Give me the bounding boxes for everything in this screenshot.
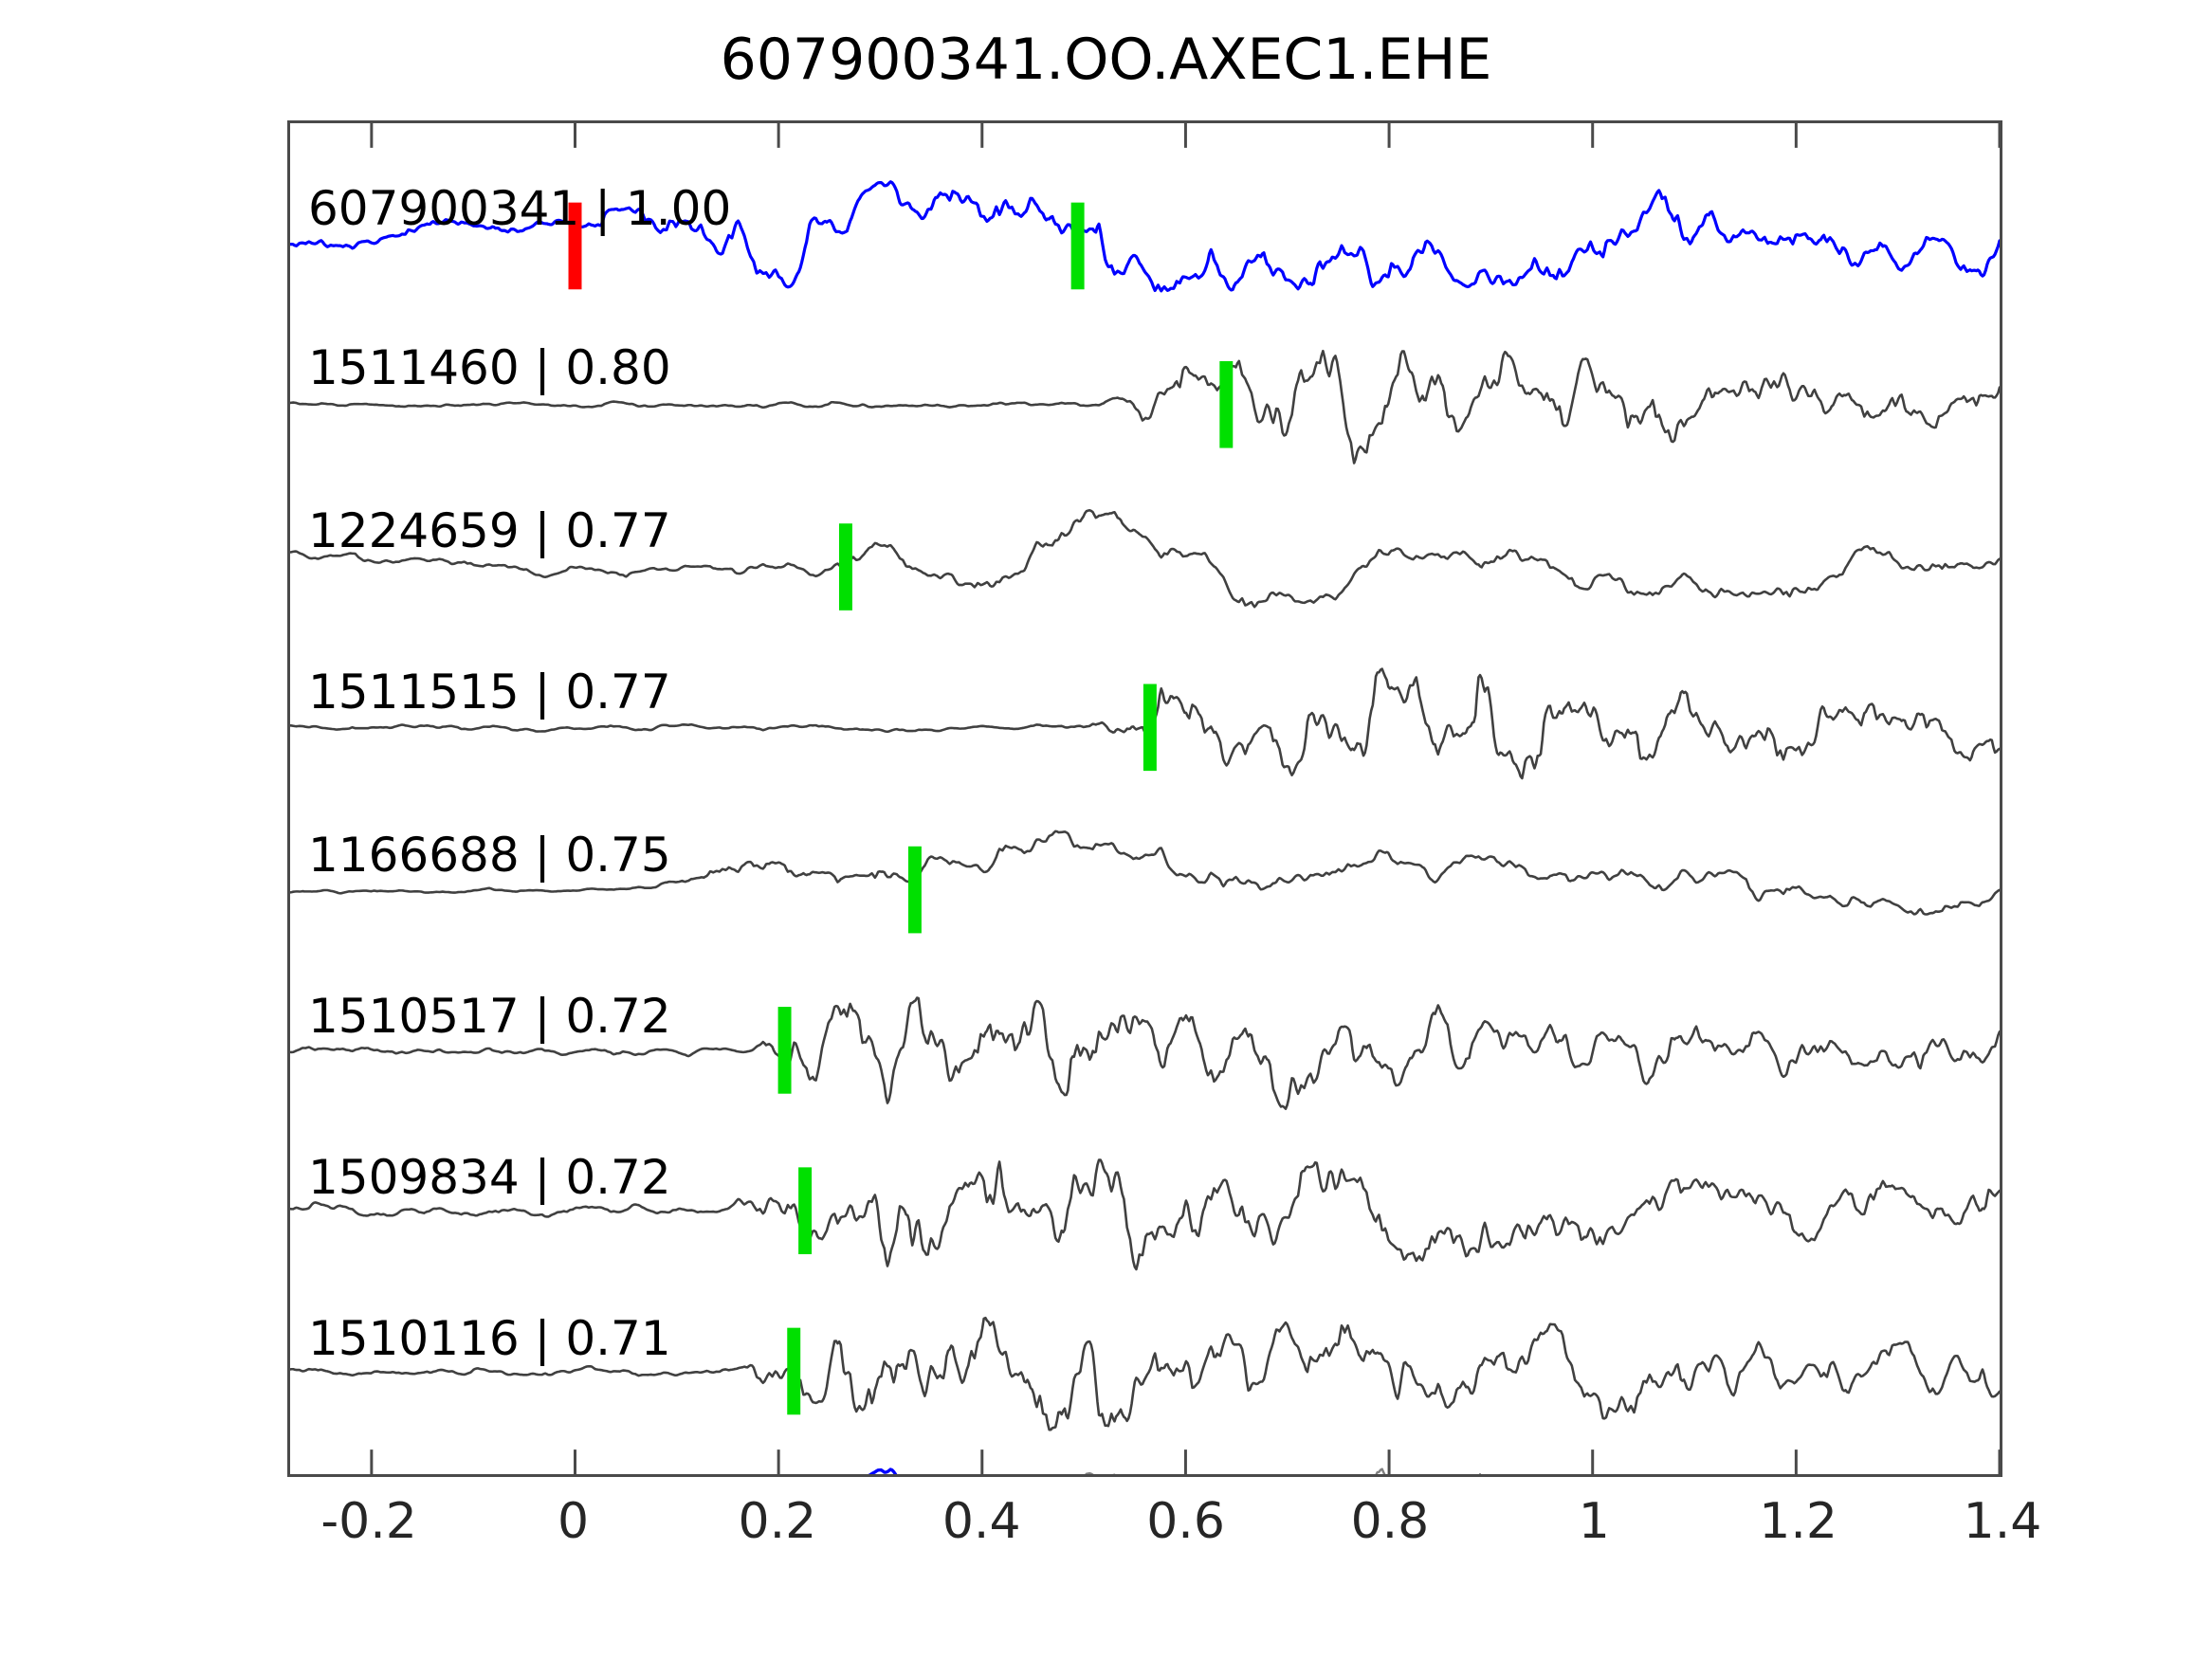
pick-marker-primary [568, 202, 582, 290]
waveform-line [290, 996, 2000, 1110]
trace-1511515 [290, 667, 2000, 780]
waveform-line [290, 508, 2000, 609]
pick-marker-secondary [777, 1007, 792, 1094]
x-tick-label: 0.6 [1146, 1493, 1225, 1550]
x-tick-label: 0.8 [1350, 1493, 1430, 1550]
trace-label-1511515: 1511515 | 0.77 [308, 665, 671, 720]
trace-label-1510517: 1510517 | 0.72 [308, 989, 671, 1044]
x-tick-label: 0 [557, 1493, 590, 1550]
trace-1224659 [290, 508, 2000, 611]
trace-label-1511460: 1511460 | 0.80 [308, 340, 671, 395]
pick-marker-secondary [1143, 684, 1157, 772]
composite-trace-gray [1375, 1468, 1482, 1474]
waveform-line [290, 349, 2000, 465]
waveform-line [290, 1316, 2000, 1431]
trace-1509834 [290, 1158, 2000, 1271]
x-tick-label: 1.2 [1759, 1493, 1837, 1550]
pick-marker-secondary [907, 846, 922, 934]
trace-1510517 [290, 996, 2000, 1110]
page-title: 607900341.OO.AXEC1.EHE [720, 27, 1492, 93]
trace-label-1510116: 1510116 | 0.71 [308, 1311, 671, 1366]
trace-607900341 [290, 180, 2000, 293]
pick-marker-secondary [1219, 360, 1234, 448]
pick-marker-secondary [798, 1167, 813, 1254]
x-tick-label: 0.4 [941, 1493, 1021, 1550]
trace-label-607900341: 607900341 | 1.00 [308, 181, 732, 236]
trace-label-1509834: 1509834 | 0.72 [308, 1150, 671, 1205]
pick-marker-secondary [1070, 202, 1085, 290]
waveform-line [290, 830, 2000, 916]
composite-trace-template [868, 1468, 898, 1474]
trace-label-1224659: 1224659 | 0.77 [308, 503, 671, 558]
waveform-canvas [290, 123, 2000, 1474]
pick-marker-secondary [838, 523, 852, 611]
x-tick-label: 0.2 [738, 1493, 817, 1550]
trace-1511460 [290, 349, 2000, 465]
x-tick-label: -0.2 [320, 1493, 417, 1550]
trace-label-1166688: 1166688 | 0.75 [308, 828, 671, 883]
x-axis-tick-labels: -0.2 0 0.2 0.4 0.6 0.8 1 1.2 1.4 [287, 1493, 2041, 1559]
x-tick-label: 1.4 [1963, 1493, 2042, 1550]
waveform-line [290, 1158, 2000, 1271]
composite-trace-gray [1085, 1471, 1116, 1474]
x-tick-label: 1 [1578, 1493, 1610, 1550]
trace-1166688 [290, 830, 2000, 934]
trace-1510116 [290, 1316, 2000, 1431]
plot-area [287, 120, 2002, 1477]
pick-marker-secondary [787, 1327, 801, 1415]
composite-overlay-panel [868, 1468, 1482, 1474]
